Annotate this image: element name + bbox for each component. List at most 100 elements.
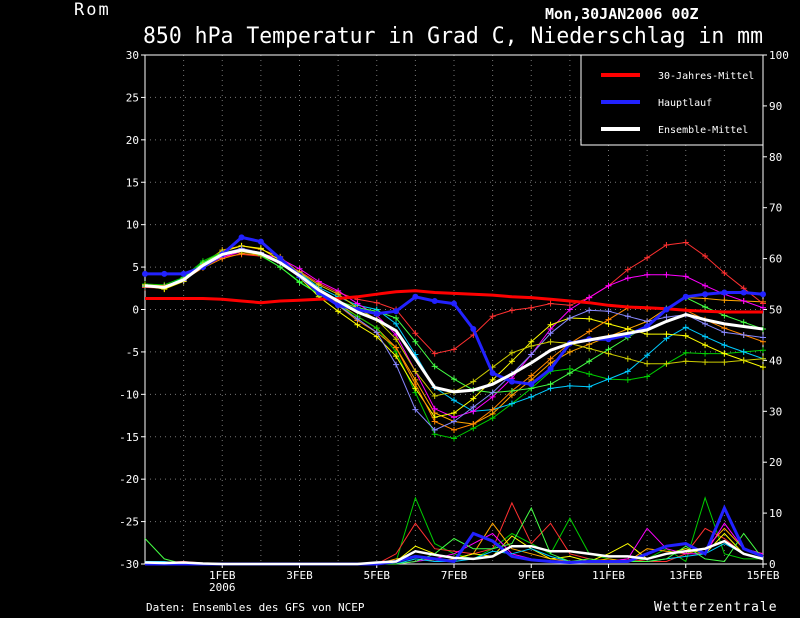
temp-member-point [412,381,419,388]
legend: 30-Jahres-Mittel Hauptlauf Ensemble-Mitt… [580,54,764,146]
y-tick-label-right: 90 [769,100,782,113]
temp-member-point [393,361,400,368]
temp-member-point [605,316,612,323]
temp-member-point [682,324,689,331]
x-tick-sublabel: 2006 [209,581,236,594]
y-tick-label-left: 10 [126,219,139,232]
x-tick-label: 15FEB [746,569,779,582]
temp-member-point [760,355,766,362]
temp-member-point [721,270,728,277]
main-run-point [721,289,728,296]
temp-member-point [315,281,322,288]
temp-member-point [431,418,438,425]
main-run-point [393,308,400,315]
main-run-point [373,310,380,317]
temp-member-point [508,307,515,314]
temp-member-point [702,333,709,340]
temp-member-point [489,406,496,413]
temp-member-point [682,332,689,339]
temp-member-point [508,349,515,356]
temp-member-point [663,331,670,338]
temp-member-point [431,393,438,400]
temp-member-point [470,378,477,385]
ensemble-mean-line [144,248,764,394]
main-run-point [451,300,457,307]
temp-member-line [144,252,764,431]
temp-member-point [335,308,342,315]
temp-member-point [624,326,631,333]
temp-member-point [566,348,573,355]
main-run-point [740,289,747,296]
temp-member-point [508,387,515,394]
temp-member-point [296,279,303,286]
temp-member-point [740,331,747,338]
temp-member-point [470,404,477,411]
temp-member-point [702,350,709,357]
legend-climate-label: 30-Jahres-Mittel [658,71,754,82]
temp-member-point [721,329,728,336]
x-tick-label: 13FEB [669,569,702,582]
y-tick-label-right: 20 [769,456,782,469]
temp-member-point [682,349,689,356]
axes: 302520151050-5-10-15-20-25-3010090807060… [119,49,789,594]
temp-member-point [373,299,380,306]
temp-member-point [721,342,728,349]
temp-member-point [624,376,631,383]
temp-member-point [605,350,612,357]
y-tick-label-right: 80 [769,151,782,164]
temp-member-point [721,297,728,304]
temp-member-point [605,282,612,289]
temp-member-point [586,370,593,377]
x-tick-label: 11FEB [592,569,625,582]
temp-member-point [354,315,361,322]
temp-member-point [605,308,612,315]
precipitation-series [144,496,764,566]
temp-member-point [547,355,554,362]
temp-member-point [451,376,457,383]
temp-member-point [528,351,535,358]
temp-member-point [489,313,496,320]
y-tick-label-right: 10 [769,507,782,520]
precip-ensemble-mean-line [144,539,764,566]
temp-member-point [760,347,766,354]
legend-ensemble-mean-label: Ensemble-Mittel [658,125,748,136]
main-run-point [528,381,535,388]
temp-member-point [373,329,380,336]
main-run-point [412,293,419,300]
temp-member-point [528,342,535,349]
y-tick-label-right: 0 [769,558,776,571]
y-tick-label-left: 25 [126,91,139,104]
x-tick-label: 1FEB [209,569,236,582]
temp-member-point [760,304,766,311]
main-run-point [335,302,342,309]
temp-member-point [702,282,709,289]
temp-member-point [586,315,593,322]
x-tick-label: 3FEB [286,569,313,582]
y-tick-label-left: 5 [132,261,139,274]
y-tick-label-right: 60 [769,253,782,266]
temp-member-point [760,334,766,341]
temp-member-point [451,397,457,404]
temp-member-point [702,342,709,349]
temp-member-point [470,395,477,402]
temp-member-point [682,239,689,246]
temp-member-point [451,418,457,425]
temp-member-point [528,393,535,400]
main-run-point [257,238,264,245]
y-tick-label-right: 30 [769,405,782,418]
y-tick-label-left: -5 [126,346,139,359]
run-label: Mon,30JAN2006 00Z [545,5,699,23]
temp-member-point [702,253,709,260]
temp-member-point [451,409,457,416]
temp-member-point [412,330,419,337]
temp-member-point [586,328,593,335]
temp-member-point [547,381,554,388]
temp-member-point [663,314,670,321]
temp-member-point [644,352,651,359]
temp-member-point [721,359,728,366]
temp-member-point [740,348,747,355]
main-run-point [161,270,168,277]
main-run-point [547,365,554,372]
temp-member-point [451,435,457,442]
y-tick-label-right: 50 [769,304,782,317]
